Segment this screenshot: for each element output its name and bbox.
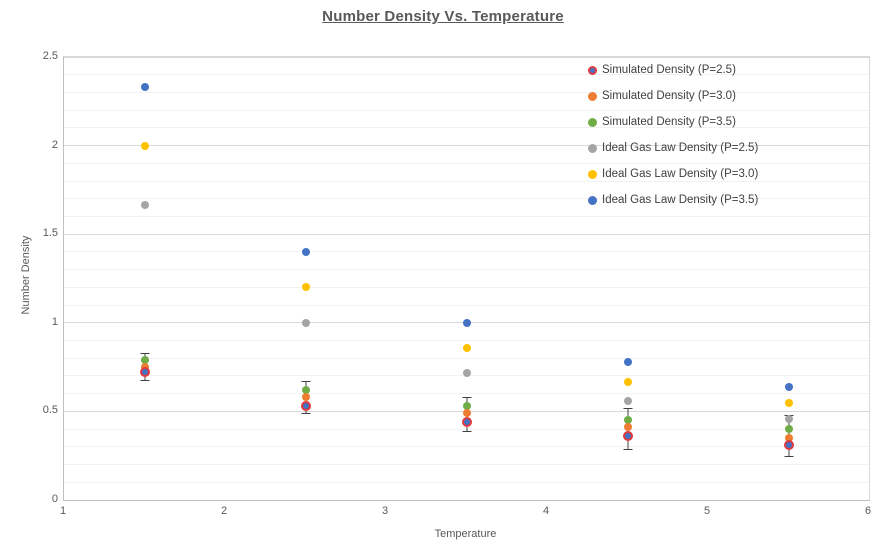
data-point-marker[interactable] bbox=[140, 363, 149, 372]
x-tick-label: 5 bbox=[703, 505, 711, 517]
data-point-marker[interactable] bbox=[623, 397, 632, 406]
x-tick-label: 3 bbox=[381, 505, 389, 517]
legend-item-simulated-p3-5[interactable]: Simulated Density (P=3.5) bbox=[588, 109, 758, 135]
data-point-marker[interactable] bbox=[784, 433, 793, 442]
data-point-marker[interactable] bbox=[462, 344, 471, 353]
legend-label: Ideal Gas Law Density (P=3.5) bbox=[602, 194, 759, 206]
data-point-marker[interactable] bbox=[140, 141, 149, 150]
data-point-marker[interactable] bbox=[462, 409, 471, 418]
data-point-marker[interactable] bbox=[623, 358, 632, 367]
x-tick-label: 4 bbox=[542, 505, 550, 517]
minor-gridline bbox=[64, 464, 869, 465]
legend-item-ideal-p3-0[interactable]: Ideal Gas Law Density (P=3.0) bbox=[588, 161, 758, 187]
data-point-marker[interactable] bbox=[462, 402, 471, 411]
data-point-marker[interactable] bbox=[140, 200, 149, 209]
legend-marker-icon bbox=[588, 169, 597, 179]
minor-gridline bbox=[64, 251, 869, 252]
minor-gridline bbox=[64, 198, 869, 199]
error-bar-cap bbox=[301, 381, 310, 383]
x-axis-title: Temperature bbox=[434, 528, 497, 540]
data-point-marker[interactable] bbox=[784, 383, 793, 392]
legend-item-ideal-p2-5[interactable]: Ideal Gas Law Density (P=2.5) bbox=[588, 135, 758, 161]
data-point-marker[interactable] bbox=[461, 417, 472, 428]
data-point-marker[interactable] bbox=[784, 399, 793, 408]
error-bar-cap bbox=[462, 397, 471, 399]
error-bar-cap bbox=[301, 413, 310, 415]
minor-gridline bbox=[64, 287, 869, 288]
minor-gridline bbox=[64, 163, 869, 164]
legend-label: Simulated Density (P=3.5) bbox=[602, 116, 736, 128]
error-bar-cap bbox=[140, 379, 149, 381]
data-point-marker[interactable] bbox=[301, 318, 310, 327]
plot-area bbox=[63, 56, 870, 501]
major-gridline bbox=[64, 145, 869, 146]
x-tick-label: 6 bbox=[864, 505, 872, 517]
x-tick-label: 1 bbox=[59, 505, 67, 517]
legend-label: Ideal Gas Law Density (P=3.0) bbox=[602, 168, 759, 180]
minor-gridline bbox=[64, 127, 869, 128]
legend-marker-icon bbox=[588, 195, 597, 205]
legend-label: Simulated Density (P=2.5) bbox=[602, 64, 736, 76]
data-point-marker[interactable] bbox=[300, 401, 311, 412]
legend-marker-icon bbox=[588, 91, 597, 101]
minor-gridline bbox=[64, 216, 869, 217]
x-tick-label: 2 bbox=[220, 505, 228, 517]
data-point-marker[interactable] bbox=[301, 283, 310, 292]
minor-gridline bbox=[64, 269, 869, 270]
data-point-marker[interactable] bbox=[462, 369, 471, 378]
minor-gridline bbox=[64, 340, 869, 341]
data-point-marker[interactable] bbox=[784, 425, 793, 434]
error-bar-cap bbox=[784, 455, 793, 457]
minor-gridline bbox=[64, 74, 869, 75]
data-point-marker[interactable] bbox=[784, 415, 793, 424]
minor-gridline bbox=[64, 305, 869, 306]
error-bar-cap bbox=[462, 430, 471, 432]
minor-gridline bbox=[64, 393, 869, 394]
data-point-marker[interactable] bbox=[623, 416, 632, 425]
data-point-marker[interactable] bbox=[139, 367, 150, 378]
data-point-marker[interactable] bbox=[622, 431, 633, 442]
y-tick-label: 1 bbox=[51, 315, 58, 328]
data-point-marker[interactable] bbox=[623, 377, 632, 386]
y-tick-label: 2 bbox=[51, 138, 58, 151]
legend-label: Simulated Density (P=3.0) bbox=[602, 90, 736, 102]
legend-item-ideal-p3-5[interactable]: Ideal Gas Law Density (P=3.5) bbox=[588, 187, 758, 213]
data-point-marker[interactable] bbox=[301, 386, 310, 395]
legend-marker-icon bbox=[588, 65, 597, 75]
legend-item-simulated-p2-5[interactable]: Simulated Density (P=2.5) bbox=[588, 57, 758, 83]
data-point-marker[interactable] bbox=[462, 318, 471, 327]
major-gridline bbox=[64, 234, 869, 235]
major-gridline bbox=[64, 57, 869, 58]
legend-item-simulated-p3-0[interactable]: Simulated Density (P=3.0) bbox=[588, 83, 758, 109]
legend-marker-icon bbox=[588, 117, 597, 127]
error-bar-cap bbox=[140, 352, 149, 354]
y-tick-label: 0.5 bbox=[42, 404, 58, 417]
data-point-marker[interactable] bbox=[301, 247, 310, 256]
y-tick-label: 1.5 bbox=[42, 227, 58, 240]
error-bar-cap bbox=[623, 407, 632, 409]
legend: Simulated Density (P=2.5) Simulated Dens… bbox=[588, 57, 758, 213]
minor-gridline bbox=[64, 181, 869, 182]
error-bar-cap bbox=[623, 448, 632, 450]
minor-gridline bbox=[64, 110, 869, 111]
data-point-marker[interactable] bbox=[301, 393, 310, 402]
y-tick-label: 2.5 bbox=[42, 50, 58, 62]
y-tick-label: 0 bbox=[51, 493, 58, 505]
chart-title: Number Density Vs. Temperature bbox=[322, 8, 564, 25]
data-point-marker[interactable] bbox=[140, 356, 149, 364]
minor-gridline bbox=[64, 358, 869, 359]
data-point-marker[interactable] bbox=[783, 440, 794, 451]
data-point-marker[interactable] bbox=[623, 423, 632, 432]
minor-gridline bbox=[64, 92, 869, 93]
legend-label: Ideal Gas Law Density (P=2.5) bbox=[602, 142, 759, 154]
data-point-marker[interactable] bbox=[140, 82, 149, 91]
legend-marker-icon bbox=[588, 143, 597, 153]
minor-gridline bbox=[64, 446, 869, 447]
minor-gridline bbox=[64, 482, 869, 483]
